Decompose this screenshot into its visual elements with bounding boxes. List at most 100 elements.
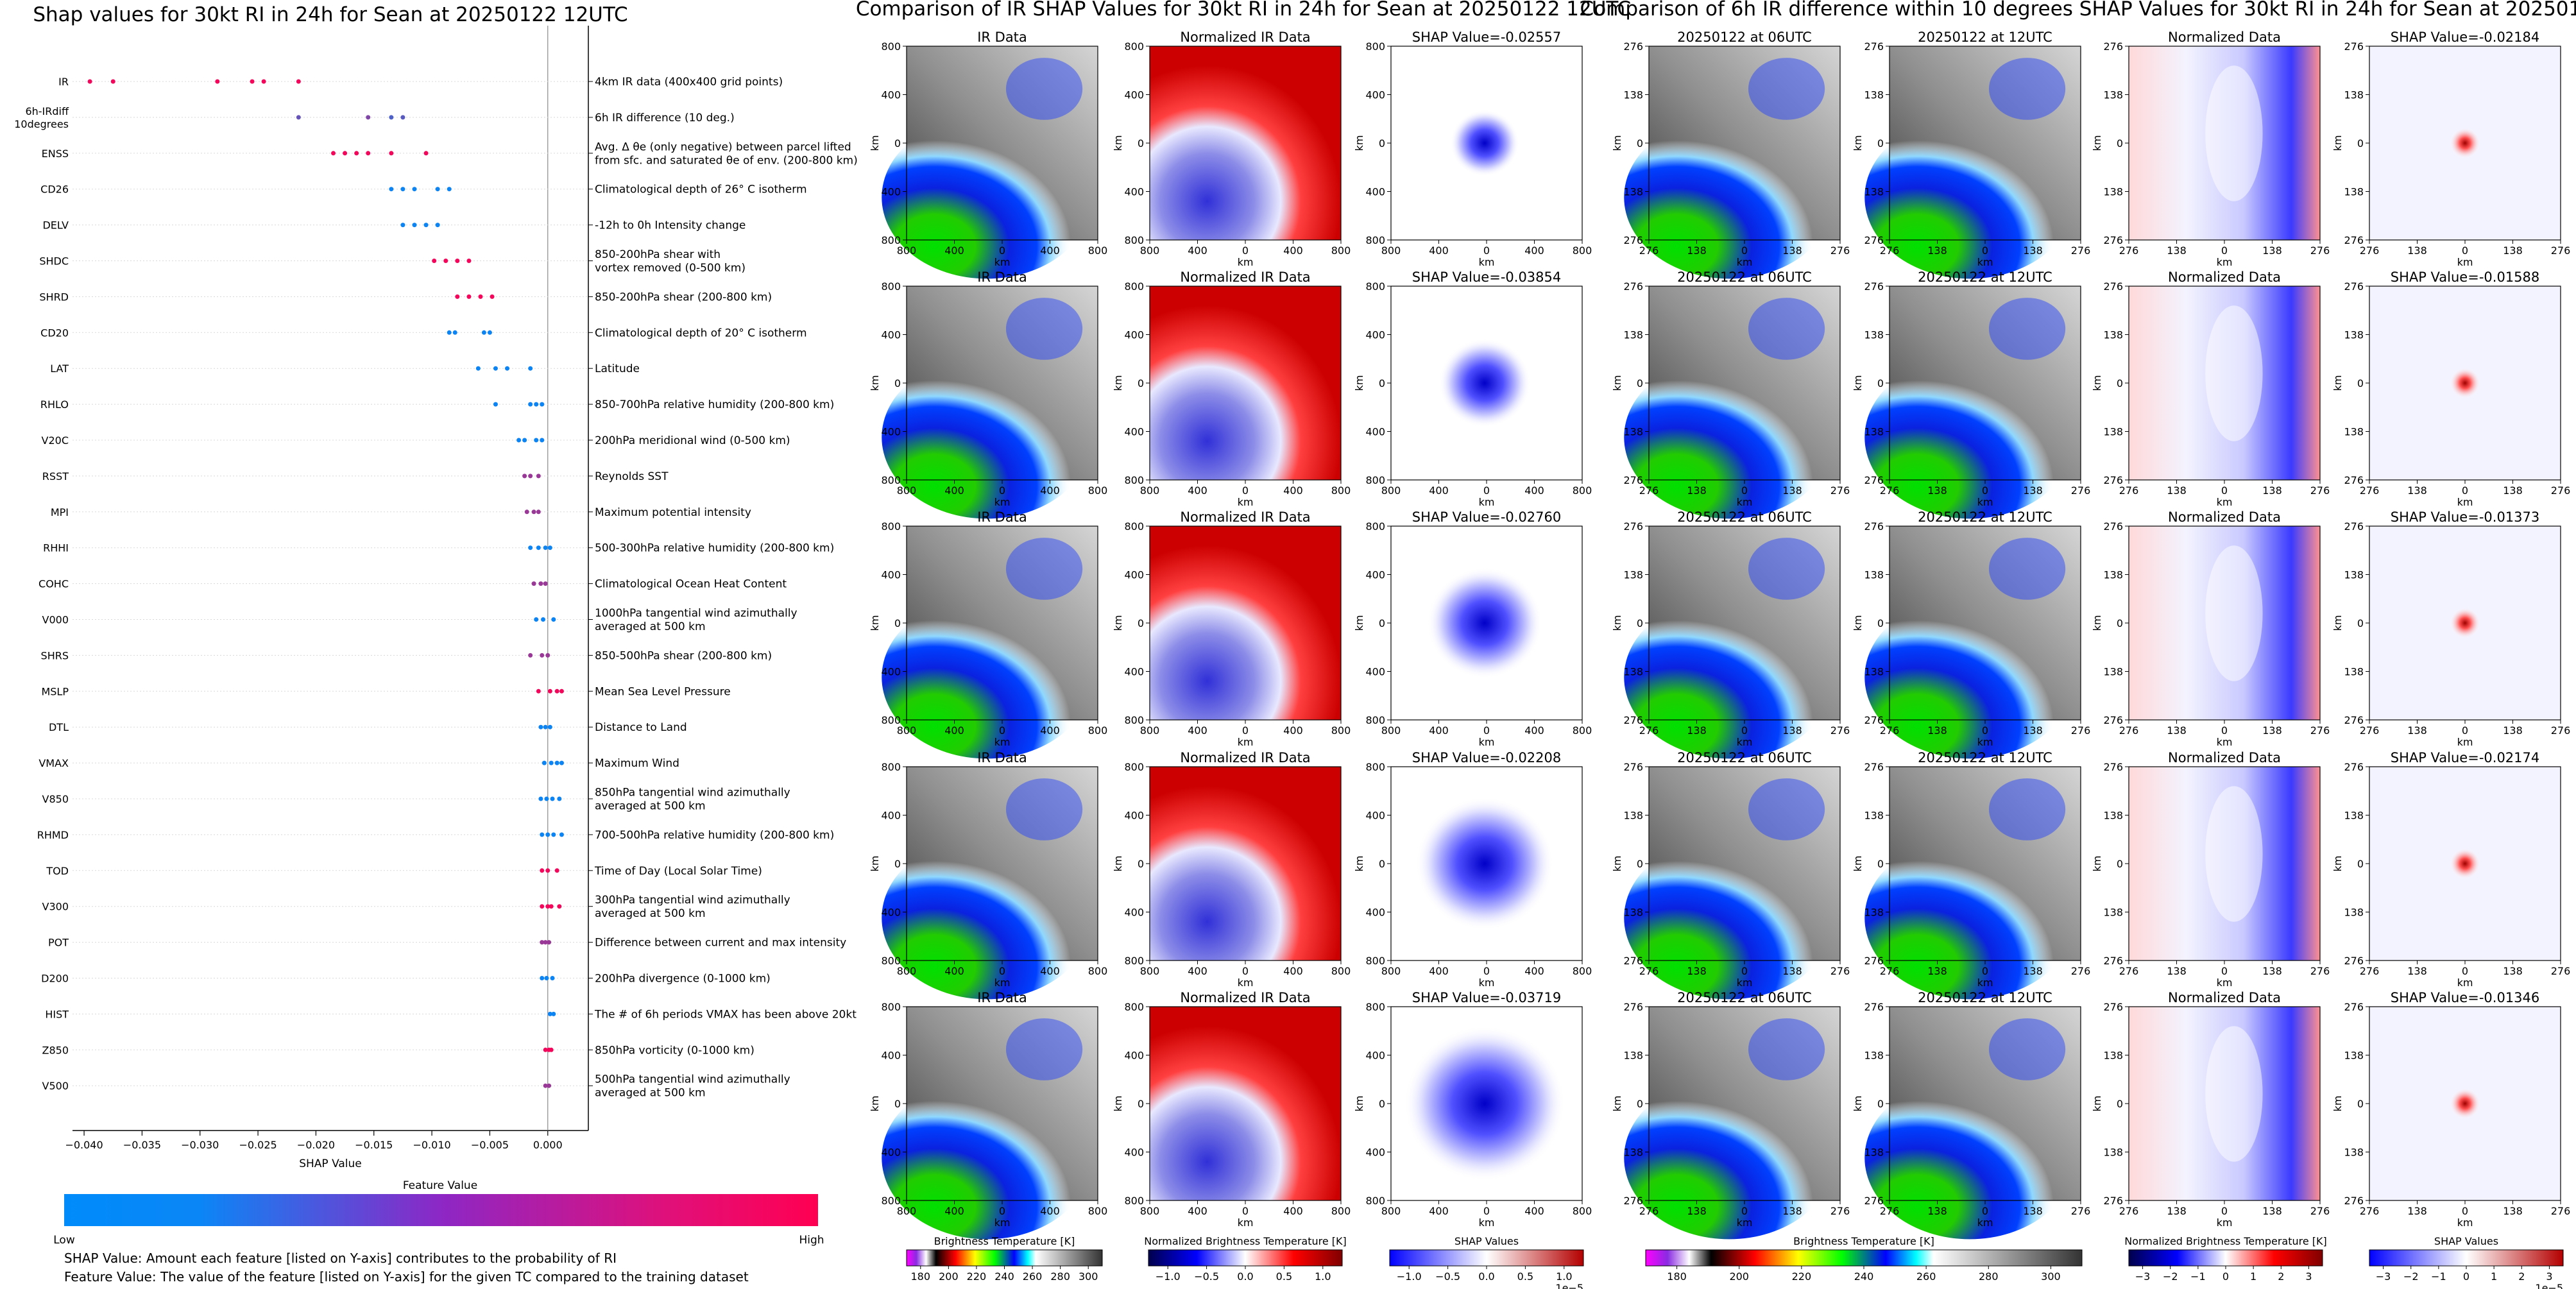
shap-point (528, 402, 533, 407)
colorbar: Normalized Brightness Temperature [K] −1.… (1144, 1235, 1347, 1283)
y-tick-label: 800 (1365, 474, 1385, 486)
normalized-field (1150, 767, 1341, 960)
y-axis-title: km (1611, 375, 1623, 391)
x-axis-title: km (2457, 977, 2473, 989)
x-axis-title: km (1238, 496, 1254, 508)
shap-point (432, 259, 437, 263)
shap-point (536, 545, 541, 551)
x-tick-label: 0 (1982, 1205, 1988, 1217)
x-tick-label: 138 (2503, 244, 2523, 257)
shap-point (547, 545, 552, 551)
y-axis-title: km (1353, 856, 1365, 872)
y-tick-label: 400 (881, 1050, 901, 1062)
x-tick-label: 0 (2462, 244, 2468, 257)
cloud-cluster (1748, 1018, 1825, 1080)
x-tick-label: 0 (999, 484, 1005, 497)
shap-point (540, 438, 545, 443)
feature-name-label: D200 (41, 973, 69, 985)
image-panel: SHAP Value=-0.02760 800 400 0 400 800 km 800 400… (1353, 509, 1592, 748)
shap-point (551, 832, 556, 837)
y-tick-label: 276 (1864, 280, 1884, 293)
cloud-shield (1864, 836, 2076, 1000)
panel-title: 20250122 at 12UTC (1918, 750, 2052, 765)
x-tick-label: 138 (2503, 1205, 2523, 1217)
x-tick-label: 0 (1483, 965, 1490, 977)
y-tick-label: 276 (2103, 40, 2123, 53)
y-tick-label: 0 (1379, 377, 1385, 389)
image-panel: SHAP Value=-0.02184 276 138 0 138 276 km 276 138… (2332, 30, 2570, 268)
y-tick-label: 800 (1365, 761, 1385, 773)
x-axis-title: km (2457, 736, 2473, 748)
y-tick-label: 0 (1637, 617, 1643, 629)
shap-point (550, 976, 555, 980)
shap-point (389, 115, 394, 120)
shap-point (545, 832, 550, 837)
shap-point (528, 653, 533, 658)
x-tick-label: 276 (2310, 244, 2330, 257)
x-tick-label: 800 (1381, 484, 1401, 497)
shap-point (554, 688, 559, 694)
x-tick-label: 0 (1483, 1205, 1490, 1217)
x-tick-label: 400 (1429, 1205, 1449, 1217)
y-tick-label: 138 (1864, 89, 1884, 101)
x-tick-label: 0 (1242, 484, 1249, 497)
cloud-cluster (1988, 58, 2066, 120)
shap-value-note: SHAP Value: Amount each feature [listed … (64, 1251, 617, 1266)
x-axis-title: km (1977, 1216, 1993, 1229)
cloud-cluster (1005, 778, 1083, 841)
x-tick-label: 400 (1040, 484, 1060, 497)
x-axis-title: km (994, 977, 1011, 989)
y-tick-label: 276 (1864, 520, 1884, 533)
image-panel: 20250122 at 06UTC 276 138 0 138 276 km 276 138 0 1… (1611, 750, 1850, 1000)
panel-title: 20250122 at 12UTC (1918, 509, 2052, 525)
x-axis-title: km (2217, 736, 2233, 748)
x-tick-label: 800 (1381, 965, 1401, 977)
feature-name-label: V850 (42, 793, 69, 805)
image-panel: 20250122 at 12UTC 276 138 0 138 276 km 276 138 0 1… (1852, 750, 2090, 1000)
colorbar-gradient (1389, 1249, 1584, 1267)
shap-point (543, 581, 548, 586)
x-tick-label: 400 (944, 724, 964, 737)
y-tick-label: 138 (1864, 907, 1884, 919)
y-axis-title: km (1112, 1096, 1124, 1112)
shap-point (559, 760, 564, 765)
feature-description-label: 850hPa vorticity (0-1000 km) (595, 1044, 755, 1057)
normalized-field (1150, 286, 1341, 480)
y-tick-label: 138 (2103, 1050, 2123, 1062)
difference-feature (2205, 305, 2263, 441)
shap-point (331, 151, 336, 156)
difference-shap-hotspot (2450, 127, 2480, 159)
image-panel: Normalized IR Data 800 400 0 400 800 km 800 400 0… (1112, 269, 1351, 508)
x-tick-label: 276 (2119, 965, 2139, 977)
colorbar-high-label: High (799, 1234, 824, 1247)
x-tick-label: 138 (1927, 244, 1947, 257)
x-tick-label: 400 (1429, 724, 1449, 737)
colorbar-tick-label: −0.5 (1435, 1270, 1460, 1283)
shap-point (534, 402, 539, 407)
y-tick-label: 138 (2103, 810, 2123, 822)
colorbar-tick-label: 200 (939, 1270, 959, 1283)
shap-point (447, 187, 452, 192)
cloud-shield (1864, 115, 2076, 279)
x-tick-label: 276 (1830, 484, 1850, 497)
y-tick-label: 0 (894, 617, 901, 629)
y-tick-label: 276 (2103, 474, 2123, 486)
colorbar-tick-label: 260 (1916, 1270, 1936, 1283)
y-tick-label: 800 (1365, 714, 1385, 726)
y-tick-label: 800 (1365, 40, 1385, 53)
panel-title: Normalized Data (2168, 990, 2281, 1005)
colorbar-tick-label: 300 (2041, 1270, 2061, 1283)
x-tick-label: 0 (1242, 1205, 1249, 1217)
x-tick-label: 400 (1429, 484, 1449, 497)
shap-point (540, 832, 545, 837)
y-tick-label: 276 (2103, 234, 2123, 246)
y-tick-label: 276 (2103, 280, 2123, 293)
feature-description-label: 850-200hPa shear with (595, 248, 721, 261)
shap-point (296, 79, 301, 84)
x-tick-label: −0.040 (65, 1139, 103, 1151)
colorbar-tick-label: 280 (1979, 1270, 1999, 1283)
cloud-shield (882, 595, 1093, 759)
x-tick-label: 400 (1524, 484, 1544, 497)
x-tick-label: 0 (2462, 484, 2468, 497)
image-panel: Normalized IR Data 800 400 0 400 800 km 800 400 0… (1112, 509, 1351, 748)
